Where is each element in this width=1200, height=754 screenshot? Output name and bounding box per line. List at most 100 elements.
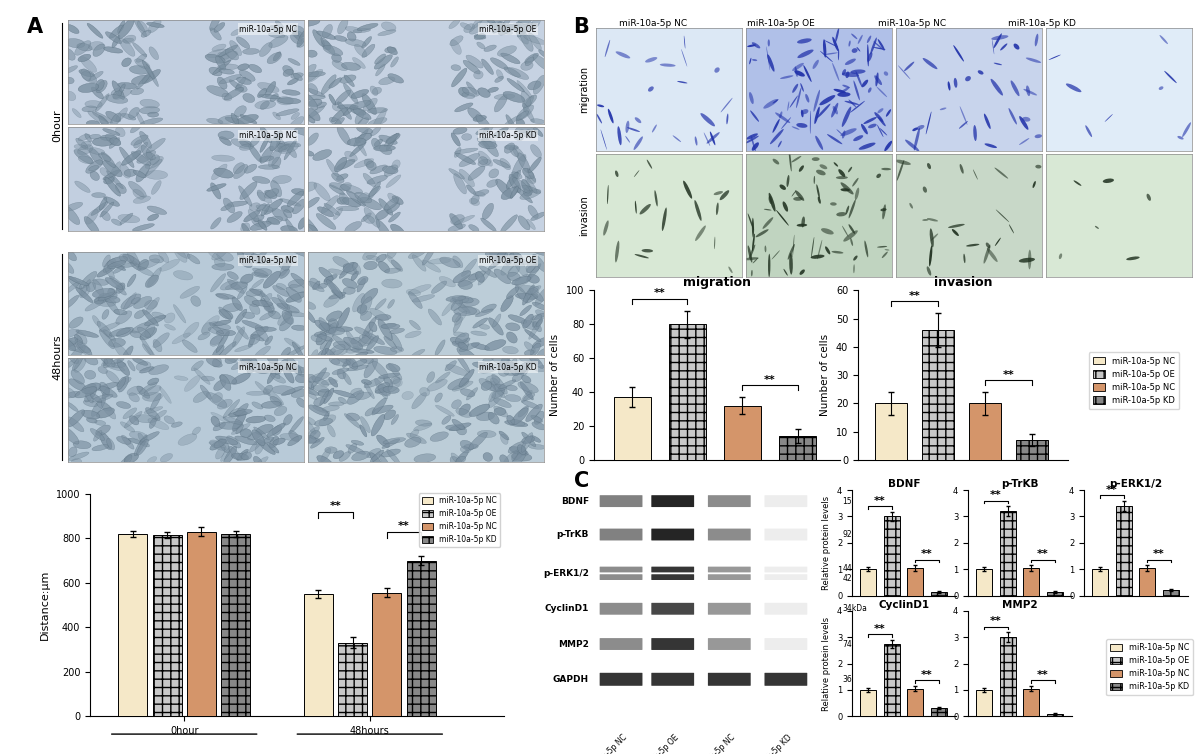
Ellipse shape: [805, 94, 809, 103]
Ellipse shape: [260, 291, 275, 309]
Ellipse shape: [494, 94, 515, 100]
Ellipse shape: [336, 308, 349, 329]
Ellipse shape: [292, 389, 310, 397]
Ellipse shape: [898, 66, 911, 79]
Ellipse shape: [85, 299, 103, 311]
Ellipse shape: [109, 25, 124, 38]
Ellipse shape: [132, 357, 148, 366]
Ellipse shape: [830, 202, 836, 206]
Ellipse shape: [126, 246, 140, 268]
Ellipse shape: [239, 248, 254, 256]
Ellipse shape: [414, 454, 436, 463]
Ellipse shape: [365, 408, 376, 416]
Ellipse shape: [306, 72, 325, 77]
Ellipse shape: [991, 35, 1008, 40]
Ellipse shape: [468, 271, 486, 280]
Ellipse shape: [492, 22, 502, 33]
Ellipse shape: [460, 169, 474, 187]
Ellipse shape: [1159, 35, 1168, 44]
Text: **: **: [764, 375, 776, 385]
Ellipse shape: [494, 95, 508, 112]
Ellipse shape: [281, 206, 294, 213]
Ellipse shape: [116, 402, 131, 409]
Ellipse shape: [145, 408, 160, 421]
Ellipse shape: [121, 435, 134, 449]
Bar: [372, 593, 402, 716]
Ellipse shape: [527, 265, 540, 273]
Ellipse shape: [127, 360, 136, 371]
Ellipse shape: [62, 281, 80, 295]
Ellipse shape: [384, 375, 392, 387]
Ellipse shape: [451, 215, 464, 225]
Ellipse shape: [853, 81, 860, 100]
Ellipse shape: [130, 260, 142, 271]
Ellipse shape: [229, 80, 244, 91]
Ellipse shape: [512, 155, 526, 176]
Ellipse shape: [530, 212, 546, 220]
Ellipse shape: [64, 202, 83, 211]
Ellipse shape: [248, 144, 262, 162]
Text: miR-10a-5p NC: miR-10a-5p NC: [690, 733, 737, 754]
Ellipse shape: [229, 41, 241, 56]
Ellipse shape: [304, 72, 319, 82]
Ellipse shape: [505, 394, 521, 402]
Ellipse shape: [799, 269, 805, 275]
Ellipse shape: [406, 331, 421, 338]
Ellipse shape: [1036, 165, 1042, 168]
Ellipse shape: [876, 173, 881, 178]
Ellipse shape: [372, 87, 382, 94]
Ellipse shape: [528, 287, 539, 295]
Ellipse shape: [454, 317, 462, 333]
Ellipse shape: [479, 364, 499, 373]
Ellipse shape: [533, 55, 552, 72]
Ellipse shape: [352, 451, 370, 461]
Ellipse shape: [844, 230, 858, 241]
Ellipse shape: [835, 28, 839, 42]
Ellipse shape: [652, 124, 656, 133]
Ellipse shape: [929, 245, 932, 266]
Ellipse shape: [103, 129, 120, 136]
Ellipse shape: [209, 442, 224, 446]
Ellipse shape: [833, 106, 838, 115]
Ellipse shape: [329, 269, 344, 274]
Ellipse shape: [154, 339, 162, 352]
Ellipse shape: [827, 134, 842, 144]
Ellipse shape: [505, 253, 514, 265]
Ellipse shape: [326, 280, 343, 299]
Ellipse shape: [535, 365, 552, 372]
Ellipse shape: [264, 188, 278, 198]
Ellipse shape: [334, 451, 343, 458]
Ellipse shape: [384, 133, 398, 146]
Ellipse shape: [523, 314, 533, 328]
Ellipse shape: [264, 385, 272, 394]
Ellipse shape: [710, 131, 715, 146]
Ellipse shape: [140, 431, 160, 443]
Ellipse shape: [635, 254, 649, 259]
Ellipse shape: [296, 398, 306, 407]
Ellipse shape: [305, 380, 314, 390]
Ellipse shape: [210, 28, 221, 40]
Ellipse shape: [178, 434, 197, 446]
Ellipse shape: [331, 173, 344, 182]
Ellipse shape: [305, 198, 319, 209]
Ellipse shape: [240, 115, 257, 124]
Ellipse shape: [91, 202, 108, 216]
Ellipse shape: [205, 54, 226, 63]
Ellipse shape: [271, 297, 290, 309]
Ellipse shape: [824, 40, 839, 48]
Ellipse shape: [616, 241, 619, 262]
Ellipse shape: [854, 188, 859, 200]
Ellipse shape: [354, 129, 368, 146]
Ellipse shape: [114, 309, 127, 314]
Ellipse shape: [62, 339, 83, 348]
Ellipse shape: [952, 229, 959, 236]
Ellipse shape: [89, 41, 104, 51]
Ellipse shape: [368, 186, 380, 197]
Ellipse shape: [106, 298, 120, 315]
Ellipse shape: [358, 336, 374, 346]
Ellipse shape: [868, 124, 877, 128]
Ellipse shape: [508, 68, 529, 79]
Text: p-TrKB: p-TrKB: [557, 530, 589, 539]
Ellipse shape: [476, 412, 494, 421]
Ellipse shape: [61, 426, 79, 444]
